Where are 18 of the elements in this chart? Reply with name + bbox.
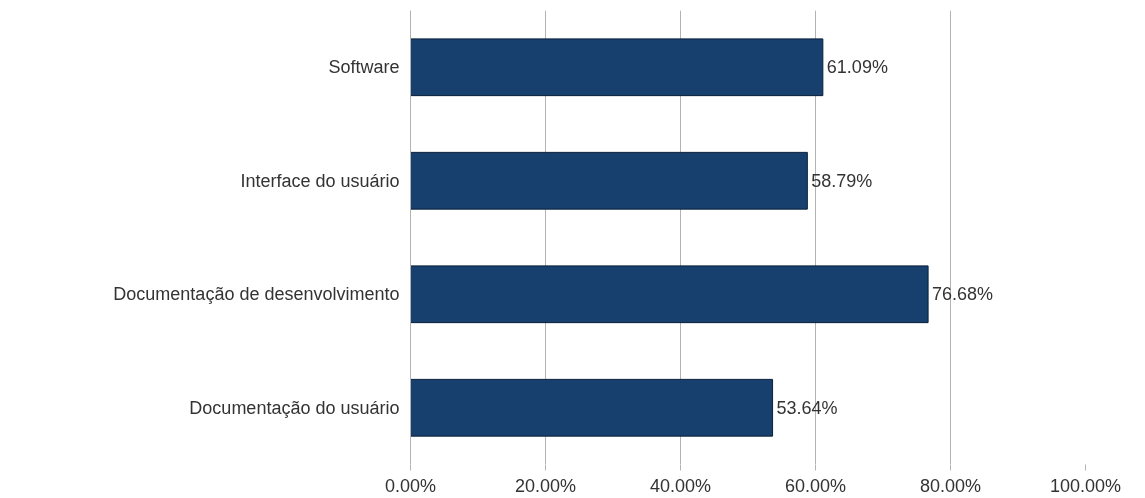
- x-tick-label: 20.00%: [514, 475, 577, 496]
- bar: [410, 378, 774, 437]
- x-tick-label: 80.00%: [919, 475, 982, 496]
- x-tick-label: 40.00%: [649, 475, 712, 496]
- y-tick-label: Documentação de desenvolvimento: [113, 284, 400, 305]
- x-tick-label: 100.00%: [1049, 475, 1122, 496]
- x-tick-label: 60.00%: [784, 475, 847, 496]
- bar: [410, 265, 929, 324]
- bar: [410, 151, 808, 210]
- data-label: 53.64%: [776, 397, 838, 418]
- y-tick-label: Software: [328, 57, 400, 78]
- y-tick-label: Interface do usuário: [240, 170, 400, 191]
- y-tick-label: Documentação do usuário: [189, 397, 400, 418]
- data-label: 76.68%: [932, 284, 994, 305]
- bar: [410, 38, 824, 97]
- data-label: 61.09%: [826, 57, 888, 78]
- x-tick-label: 0.00%: [384, 475, 437, 496]
- data-label: 58.79%: [811, 170, 873, 191]
